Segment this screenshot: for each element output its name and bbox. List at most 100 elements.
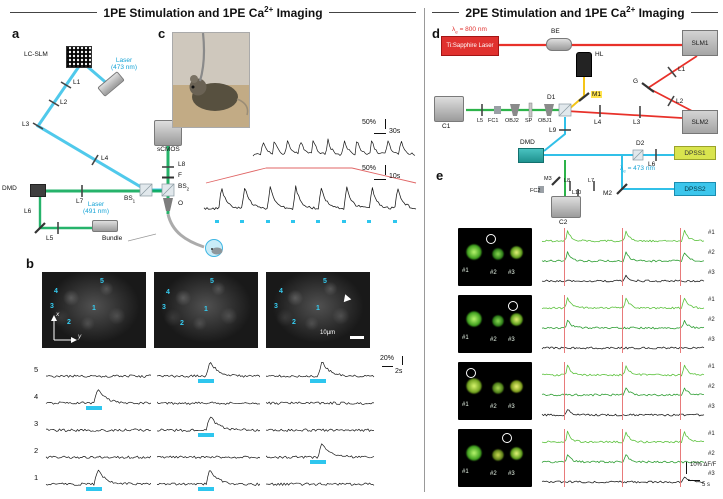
hl-label: HL <box>595 51 604 58</box>
cell-id-label: #2 <box>490 471 497 477</box>
right-title-text: 2PE Stimulation and 1PE Ca2+ Imaging <box>465 5 684 20</box>
scale-amp-1: 50% <box>362 119 377 126</box>
target-arrow-icon <box>340 294 352 305</box>
trace-cell-4 <box>45 389 375 405</box>
stim-time-line <box>622 228 623 286</box>
column-gap <box>260 356 266 494</box>
objective-2 <box>510 104 520 116</box>
title-rule <box>10 12 98 13</box>
lens-l1-label: L1 <box>73 79 81 86</box>
halogen-lamp <box>576 52 592 77</box>
grating-label: G <box>633 78 639 85</box>
trace-cell2 <box>541 454 705 464</box>
l5-label-d: L5 <box>477 118 484 124</box>
beam-473nm <box>35 59 162 192</box>
trace-cell1 <box>541 297 705 310</box>
l7-label-d: L7 <box>588 178 595 184</box>
scale-time-1: 30s <box>389 128 401 135</box>
laser-473-word: Laser <box>115 57 133 64</box>
bs2-sub: 2 <box>186 186 190 192</box>
l10-label: L10 <box>572 190 582 196</box>
mouse-icon <box>205 239 223 257</box>
dmd-device-d <box>518 148 544 163</box>
cell-id-label: #3 <box>508 337 515 343</box>
stim-tick <box>316 220 320 223</box>
scale-amp-b: 20% <box>380 355 395 362</box>
stim-time-line <box>680 295 681 353</box>
trace-row-label: 3 <box>34 419 39 428</box>
dpss2-laser: DPSS2 <box>674 182 716 196</box>
scmos-label: sCMOS <box>157 146 180 153</box>
trace-block-row-1 <box>541 228 705 286</box>
cell-2-marker: 2 <box>292 319 296 326</box>
beam-expander <box>546 38 572 51</box>
cell-3-marker: 3 <box>50 303 54 310</box>
d1-label: D1 <box>547 94 556 101</box>
stim-time-line <box>680 228 681 286</box>
bundle-label: Bundle <box>102 235 123 242</box>
cell-blob <box>466 244 482 260</box>
trace-cell3 <box>541 274 705 283</box>
left-title-pre: 1PE Stimulation and 1PE Ca <box>103 6 265 20</box>
scalebar-h1 <box>374 133 386 135</box>
cell-blob <box>466 311 482 327</box>
m3-label: M3 <box>544 176 552 182</box>
cell-image-row-4: #1 #2 #3 <box>458 429 532 487</box>
stim-bar <box>310 460 326 464</box>
cell-id-label: #2 <box>490 404 497 410</box>
sp-label: SP <box>525 118 533 124</box>
cell-4-marker: 4 <box>279 288 283 295</box>
trace-cell3 <box>541 476 705 484</box>
trace-id: #1 <box>708 297 715 303</box>
scalebar-10um <box>350 336 364 339</box>
filter-f-label: F <box>178 172 182 179</box>
cell-blob <box>492 315 504 327</box>
dpss1-label: DPSS1 <box>684 149 706 157</box>
laser-491-wavelength: (491 nm) <box>82 207 109 215</box>
camera-c1 <box>434 96 464 122</box>
laser-491-label: Laser (491 nm) <box>74 201 118 216</box>
trace-row-label: 4 <box>34 392 39 401</box>
cell-2-marker: 2 <box>67 319 71 326</box>
lens-l7-label: L7 <box>76 198 84 205</box>
panel-c-label: c <box>158 26 166 41</box>
mouse-photo <box>172 32 250 128</box>
stim-tick <box>342 220 346 223</box>
trace-cell2 <box>541 251 705 263</box>
cell-blob <box>510 246 523 259</box>
stim-target-circle <box>466 368 476 378</box>
wl800-sub: e <box>455 29 458 35</box>
stim-bar <box>86 487 102 491</box>
m2-label: M2 <box>603 190 613 197</box>
beamsplitter-cube-1 <box>139 183 153 197</box>
trace-id: #2 <box>708 451 715 457</box>
trace-id: #2 <box>708 384 715 390</box>
wl473-value: = 473 nm <box>625 165 655 172</box>
trace-overview <box>252 138 416 157</box>
trace-cell-3 <box>46 416 375 432</box>
trace-id: #3 <box>708 471 715 477</box>
fluorescence-image-2: 5 4 3 1 2 <box>154 272 258 348</box>
left-title-text: 1PE Stimulation and 1PE Ca2+ Imaging <box>103 5 322 20</box>
slm1-device: SLM1 <box>682 30 718 56</box>
cell-blob <box>492 382 504 394</box>
axis-y-label: y <box>78 333 82 340</box>
scalebar-vb <box>402 356 404 365</box>
cell-5-marker: 5 <box>100 278 104 285</box>
objective-a <box>163 198 173 211</box>
cell-1-marker: 1 <box>316 305 320 312</box>
cell-id-label: #2 <box>490 270 497 276</box>
m1-label: M1 <box>591 91 603 98</box>
cell-id-label: #1 <box>462 469 469 475</box>
stim-time-line <box>564 295 565 353</box>
fiber-coupler-1 <box>494 106 501 114</box>
trace-row-label: 1 <box>34 473 39 482</box>
scalebar-v2 <box>385 165 387 175</box>
axis-x-label: x <box>56 311 60 318</box>
stim-bar <box>310 379 326 383</box>
c2-label: C2 <box>559 219 568 226</box>
right-panel-title: 2PE Stimulation and 1PE Ca2+ Imaging <box>432 5 718 20</box>
trace-id: #3 <box>708 270 715 276</box>
stim-time-line <box>622 295 623 353</box>
